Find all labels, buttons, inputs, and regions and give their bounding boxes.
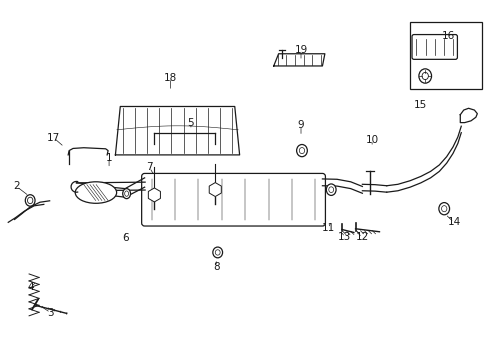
Text: 13: 13 [338, 232, 351, 242]
Ellipse shape [75, 182, 117, 203]
Ellipse shape [438, 203, 448, 215]
Text: 17: 17 [47, 133, 60, 143]
Text: 5: 5 [187, 118, 194, 128]
FancyBboxPatch shape [411, 35, 456, 59]
Text: 11: 11 [321, 224, 334, 233]
Text: 18: 18 [163, 73, 177, 83]
Ellipse shape [25, 195, 35, 206]
FancyBboxPatch shape [142, 174, 325, 226]
Bar [409, 22, 481, 89]
Text: 16: 16 [441, 31, 454, 41]
Text: 7: 7 [146, 162, 153, 172]
Text: 19: 19 [294, 45, 307, 55]
Text: 6: 6 [122, 233, 129, 243]
Text: 15: 15 [413, 100, 427, 111]
Ellipse shape [328, 187, 333, 193]
Ellipse shape [122, 189, 130, 199]
Polygon shape [115, 107, 239, 155]
Polygon shape [68, 148, 108, 155]
Text: 4: 4 [28, 282, 34, 292]
Text: 10: 10 [365, 135, 378, 145]
Ellipse shape [215, 250, 220, 255]
Text: 12: 12 [355, 232, 368, 242]
Ellipse shape [441, 206, 446, 212]
Ellipse shape [124, 191, 128, 196]
Text: 9: 9 [297, 121, 304, 130]
Ellipse shape [212, 247, 222, 258]
Polygon shape [459, 108, 476, 123]
Text: 8: 8 [212, 262, 219, 272]
Text: 3: 3 [47, 308, 54, 318]
Ellipse shape [296, 144, 307, 157]
Polygon shape [273, 54, 324, 66]
Ellipse shape [325, 184, 335, 195]
Text: 2: 2 [13, 181, 20, 192]
Ellipse shape [418, 69, 431, 83]
Text: 1: 1 [105, 153, 112, 163]
Text: 14: 14 [447, 217, 460, 227]
Ellipse shape [421, 72, 427, 80]
Ellipse shape [299, 148, 304, 154]
Ellipse shape [27, 197, 33, 204]
